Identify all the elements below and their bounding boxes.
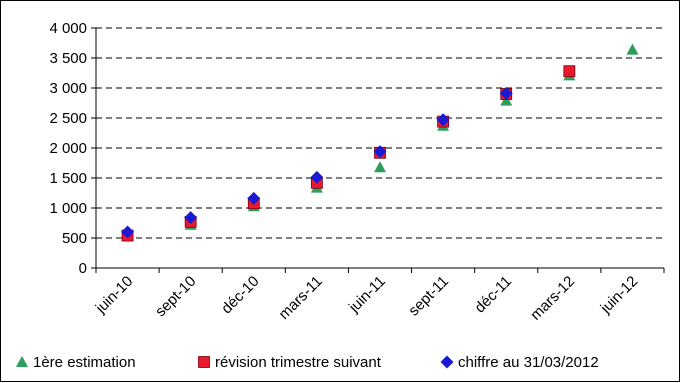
y-tick-label: 1 500: [49, 170, 87, 187]
legend-marker-square: [198, 356, 210, 368]
y-tick-labels: 0 500 1 000 1 500 2 000 2 500 3 000 3 500 4 000: [49, 20, 87, 277]
legend-marker-triangle: [16, 356, 28, 367]
data-point-diamond: [373, 145, 387, 159]
legend-label: chiffre au 31/03/2012: [458, 354, 599, 371]
y-tick-label: 0: [79, 260, 87, 277]
legend-marker-diamond: [440, 355, 454, 369]
y-tick-label: 1 000: [49, 200, 87, 217]
data-point-diamond: [436, 113, 450, 127]
y-tick-label: 4 000: [49, 20, 87, 37]
y-tick-label: 2 500: [49, 110, 87, 127]
gridlines: [96, 27, 664, 239]
y-tick-label: 3 500: [49, 50, 87, 67]
data-point-triangle: [374, 161, 386, 173]
data-point-triangle: [500, 94, 513, 106]
data-point-square: [563, 65, 576, 78]
legend: 1ère estimation révision trimestre suivan…: [16, 354, 599, 371]
y-tick-label: 500: [62, 230, 87, 247]
y-tick-label: 3 000: [49, 80, 87, 97]
data-point-diamond: [310, 170, 324, 184]
data-point-diamond: [184, 211, 198, 225]
legend-label: 1ère estimation: [33, 354, 136, 371]
data-point-diamond: [499, 86, 513, 100]
data-point-triangle: [626, 43, 639, 55]
axes: [91, 27, 665, 273]
data-points: [121, 43, 639, 242]
data-point-diamond: [121, 225, 135, 239]
y-tick-label: 2 000: [49, 140, 87, 157]
data-point-diamond: [247, 191, 261, 205]
legend-label: révision trimestre suivant: [215, 354, 382, 371]
